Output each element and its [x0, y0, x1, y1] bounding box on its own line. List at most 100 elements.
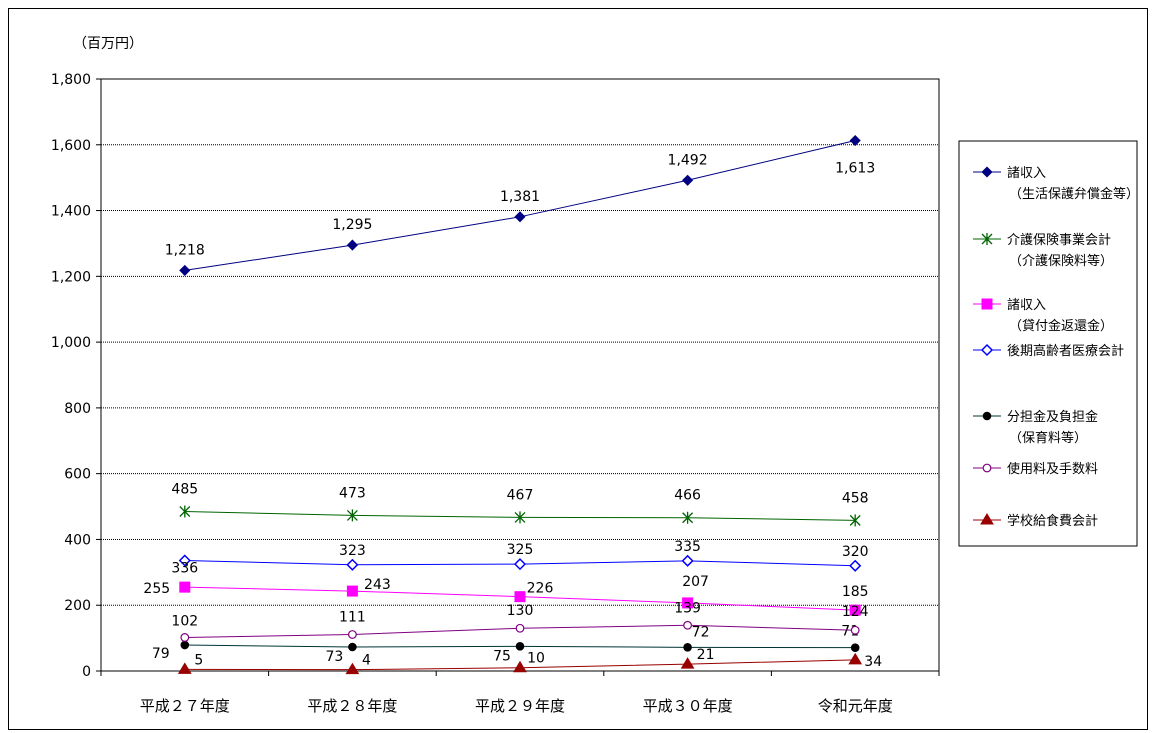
data-label: 473: [339, 485, 366, 501]
data-label: 458: [842, 490, 869, 506]
data-point: [180, 640, 190, 650]
legend-marker: [982, 411, 992, 421]
x-tick-label: 令和元年度: [818, 697, 893, 715]
data-label: 139: [674, 600, 701, 616]
data-label: 130: [507, 603, 534, 619]
data-point: [513, 558, 527, 571]
data-point: [514, 591, 526, 603]
series-2: 255 243 226 207 185: [143, 574, 869, 616]
data-point: [179, 264, 191, 276]
legend-label: 使用料及手数料: [1007, 461, 1098, 477]
data-label: 325: [507, 542, 534, 558]
data-point: [346, 239, 358, 251]
data-label: 111: [339, 609, 366, 625]
legend-label: 介護保険事業会計: [1007, 232, 1111, 248]
data-point: [515, 623, 525, 633]
y-axis: 0 200 400 600 800 1,000 1,200 1,400 1,600 1,800: [51, 72, 101, 680]
data-label: 320: [842, 544, 869, 560]
data-point: [850, 625, 860, 635]
legend-item: 諸収入 （生活保護弁償金等）: [973, 165, 1139, 202]
legend-sublabel: （保育料等）: [1009, 430, 1087, 446]
x-tick-label: 平成２９年度: [475, 697, 565, 715]
y-unit-label: （百万円）: [73, 36, 143, 52]
data-label: 467: [507, 487, 534, 503]
y-tick-label: 1,000: [51, 335, 91, 351]
series-1: 485 473 467 466 458: [171, 481, 869, 527]
data-label: 79: [152, 646, 170, 662]
data-label: 75: [493, 648, 511, 664]
legend-item: 使用料及手数料: [973, 461, 1098, 477]
series-line: [184, 140, 856, 271]
legend-sublabel: （生活保護弁償金等）: [1009, 186, 1139, 202]
data-label: 1,295: [332, 217, 372, 233]
y-tick-label: 200: [64, 598, 91, 614]
data-label: 10: [527, 651, 545, 667]
data-point: [346, 509, 358, 522]
data-point: [682, 511, 694, 524]
y-tick-label: 1,400: [51, 204, 91, 220]
x-tick-label: 平成２７年度: [140, 697, 230, 715]
data-label: 323: [339, 543, 366, 559]
data-point: [850, 643, 860, 652]
x-axis: 平成２７年度 平成２８年度 平成２９年度 平成３０年度 令和元年度: [100, 671, 940, 715]
data-label: 466: [674, 488, 701, 504]
data-point: [683, 620, 692, 630]
data-label: 243: [364, 577, 391, 593]
data-point: [178, 554, 191, 567]
data-label: 73: [325, 649, 343, 665]
data-label: 4: [362, 653, 371, 669]
legend-label: 諸収入: [1007, 165, 1046, 181]
legend-marker: [980, 343, 994, 357]
data-point: [177, 662, 192, 674]
legend-marker: [981, 233, 993, 245]
data-point: [348, 642, 357, 652]
data-label: 226: [527, 581, 554, 597]
data-label: 485: [171, 481, 198, 497]
data-point: [514, 211, 526, 223]
line-chart: （百万円） 0 200 400 600 800 1,000 1,200 1,400 1,600 1…: [51, 36, 1139, 715]
legend: 諸収入 （生活保護弁償金等） 介護保険事業会計 （介護保険料等） 諸収入 （貸付金返還金）…: [958, 140, 1139, 547]
legend-label: 後期高齢者医療会計: [1007, 343, 1124, 359]
data-point: [682, 597, 694, 609]
data-point: [346, 585, 358, 597]
y-tick-label: 600: [64, 467, 91, 483]
data-point: [179, 505, 191, 518]
data-point: [848, 652, 863, 665]
legend-item: 学校給食費会計: [973, 513, 1098, 529]
legend-item: 分担金及負担金 （保育料等）: [973, 409, 1098, 446]
legend-marker: [980, 513, 994, 525]
y-tick-label: 1,600: [51, 138, 91, 154]
series-5: 102 111 130 139 124: [171, 600, 869, 642]
y-tick-label: 0: [82, 664, 91, 680]
data-point: [179, 581, 191, 593]
data-label: 1,492: [668, 152, 708, 168]
x-tick-label: 平成２８年度: [307, 697, 397, 715]
data-point: [515, 642, 525, 651]
data-label: 21: [697, 647, 715, 663]
data-point: [348, 630, 357, 639]
plot-area: [100, 78, 940, 672]
data-point: [683, 643, 692, 652]
data-label: 34: [864, 654, 882, 670]
data-label: 124: [842, 604, 869, 620]
data-point: [682, 174, 694, 186]
data-label: 1,381: [500, 189, 540, 205]
data-point: [346, 558, 359, 571]
legend-item: 諸収入 （貸付金返還金）: [973, 297, 1113, 334]
legend-item: 介護保険事業会計 （介護保険料等）: [973, 232, 1113, 269]
data-point: [849, 134, 861, 147]
series-0: 1,218 1,295 1,381 1,492 1,613: [165, 134, 875, 276]
series-6: 5 4 10 21 34: [177, 647, 882, 675]
data-label: 1,218: [165, 242, 205, 258]
chart-frame: （百万円） 0 200 400 600 800 1,000 1,200 1,400 1,600 1…: [8, 8, 1148, 730]
legend-label: 諸収入: [1007, 297, 1046, 313]
data-label: 255: [143, 581, 170, 597]
x-tick-label: 平成３０年度: [643, 697, 733, 715]
data-label: 336: [171, 560, 198, 576]
data-label: 72: [692, 624, 710, 640]
data-label: 1,613: [835, 161, 875, 177]
data-point: [849, 559, 862, 572]
legend-marker: [981, 298, 993, 310]
